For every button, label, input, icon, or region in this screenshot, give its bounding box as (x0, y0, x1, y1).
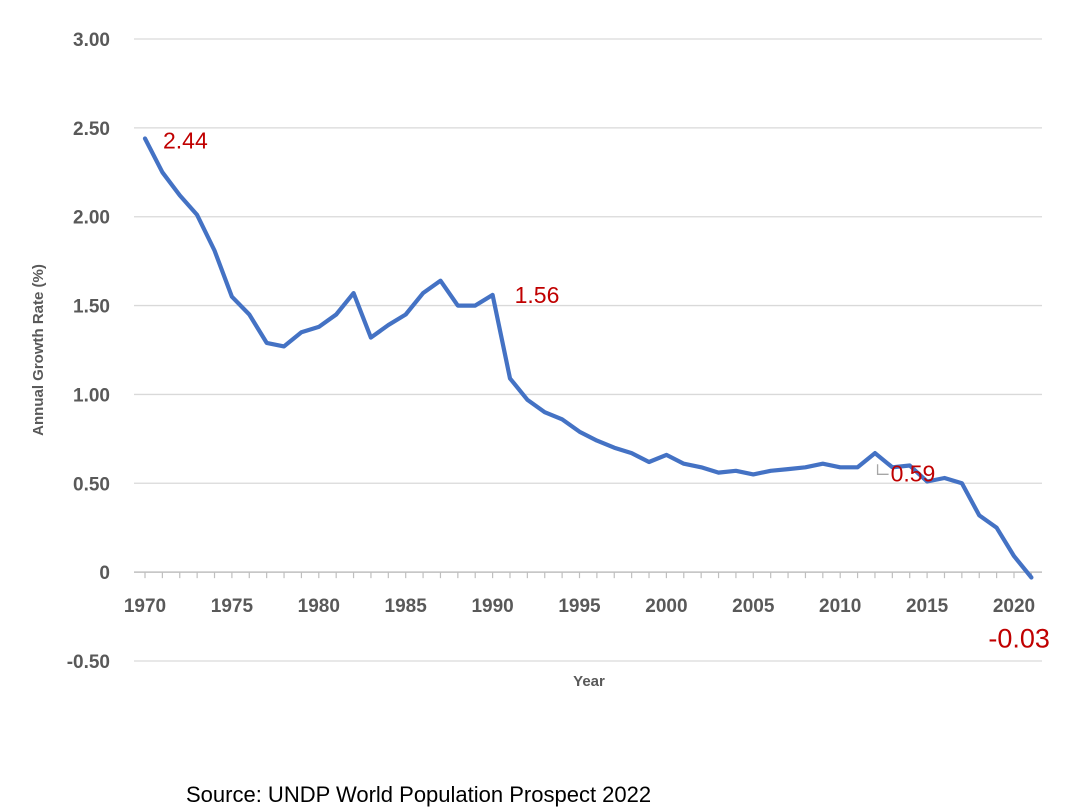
labels: 3.00 2.50 2.00 1.50 1.00 0.50 0 -0.50 1970 1975 19… (67, 30, 1050, 673)
source-caption: Source: UNDP World Population Prospect 2… (186, 782, 652, 807)
y-tick-label: 0.50 (73, 474, 110, 495)
x-tick-label: 1980 (298, 596, 340, 617)
x-tick-label: 1985 (385, 596, 428, 617)
x-axis-title: Year (573, 673, 605, 690)
y-tick-label: 0 (99, 563, 110, 584)
x-tick-label: 2010 (819, 596, 861, 617)
series-line (142, 136, 1034, 580)
series-layer (142, 136, 1034, 580)
x-tick-label: 1995 (558, 596, 601, 617)
data-label: 1.56 (515, 282, 560, 308)
x-tick-label: 2005 (732, 596, 775, 617)
x-tick-label: 1990 (471, 596, 513, 617)
y-tick-label: 2.00 (73, 208, 110, 229)
x-tick-label: 1970 (124, 596, 166, 617)
y-tick-label: 2.50 (73, 119, 110, 140)
x-tick-label: 2000 (645, 596, 687, 617)
y-tick-label: -0.50 (67, 652, 110, 673)
data-label: 2.44 (163, 128, 208, 154)
x-tick-label: 1975 (211, 596, 254, 617)
x-tick-label: 2020 (993, 596, 1035, 617)
annotation-leader (876, 464, 889, 475)
y-tick-label: 1.00 (73, 385, 110, 406)
y-tick-label: 1.50 (73, 297, 110, 318)
gridlines (134, 38, 1042, 662)
y-tick-label: 3.00 (73, 30, 110, 51)
y-axis-title: Annual Growth Rate (%) (30, 264, 47, 436)
data-label: -0.03 (988, 623, 1050, 653)
data-label: 0.59 (891, 460, 936, 486)
x-axis (134, 571, 1042, 579)
x-tick-label: 2015 (906, 596, 949, 617)
